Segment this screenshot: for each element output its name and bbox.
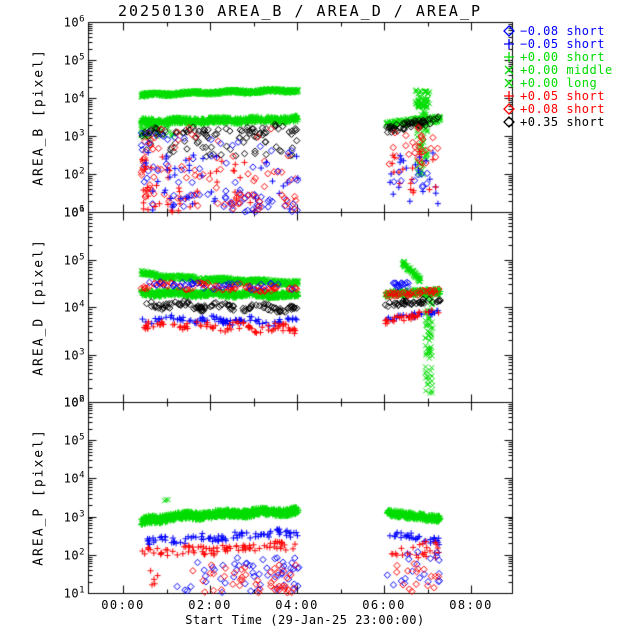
x-tick-label: 00:00 <box>101 598 145 612</box>
legend-marker-plus-icon <box>504 51 514 62</box>
y-tick-label: 106 <box>63 204 85 220</box>
legend-item: +0.05 short <box>503 88 613 103</box>
y-tick-label: 104 <box>63 90 85 106</box>
x-tick-label: 02:00 <box>188 598 232 612</box>
y-tick-label: 102 <box>63 547 85 563</box>
y-axis-label-area-b: AREA_B [pixel] <box>31 48 47 186</box>
legend-marker-x-icon <box>504 78 514 87</box>
legend-marker-diamond-icon <box>503 115 515 128</box>
legend-marker-diamond-icon <box>503 102 515 115</box>
legend-marker-plus-icon <box>504 38 514 49</box>
y-tick-label: 106 <box>63 394 85 410</box>
legend-marker-plus-icon <box>504 90 514 101</box>
legend-label: +0.35 short <box>520 114 605 129</box>
legend-item: +0.35 short <box>503 114 613 129</box>
y-tick-label: 102 <box>63 166 85 182</box>
y-tick-label: 105 <box>63 432 85 448</box>
legend-label: +0.05 short <box>520 88 605 103</box>
y-tick-label: 105 <box>63 52 85 68</box>
legend-item: +0.08 short <box>503 101 613 116</box>
y-tick-label: 104 <box>63 470 85 486</box>
y-tick-label: 104 <box>63 299 85 315</box>
x-tick-label: 04:00 <box>275 598 319 612</box>
y-axis-label-area-p: AREA_P [pixel] <box>31 428 47 566</box>
legend-item: +0.00 short <box>503 49 613 64</box>
legend-label: −0.08 short <box>520 23 605 38</box>
legend-item: +0.00 middle <box>503 62 613 77</box>
chart-title: 20250130 AREA_B / AREA_D / AREA_P <box>117 2 482 20</box>
legend-item: +0.00 long <box>503 75 613 90</box>
y-tick-label: 106 <box>63 14 85 30</box>
y-tick-label: 101 <box>63 204 85 220</box>
legend-label: +0.08 short <box>520 101 605 116</box>
y-tick-label: 103 <box>63 347 85 362</box>
y-tick-label: 102 <box>63 394 85 410</box>
legend: −0.08 short −0.05 short +0.00 short +0.00 m… <box>503 23 613 129</box>
y-tick-label: 103 <box>63 509 85 525</box>
x-tick-label: 08:00 <box>449 598 493 612</box>
legend-label: +0.00 short <box>520 49 605 64</box>
legend-marker-x-icon <box>504 65 514 74</box>
x-axis-label: Start Time (29-Jan-25 23:00:00) <box>185 613 425 627</box>
y-tick-label: 103 <box>63 128 85 144</box>
legend-item: −0.08 short <box>503 23 613 38</box>
legend-label: +0.00 middle <box>520 62 613 77</box>
x-tick-label: 06:00 <box>362 598 406 612</box>
y-tick-label: 101 <box>63 585 85 601</box>
legend-item: −0.05 short <box>503 36 613 51</box>
legend-marker-diamond-icon <box>503 24 515 37</box>
y-tick-label: 105 <box>63 252 85 267</box>
legend-label: +0.00 long <box>520 75 598 90</box>
legend-label: −0.05 short <box>520 36 605 51</box>
